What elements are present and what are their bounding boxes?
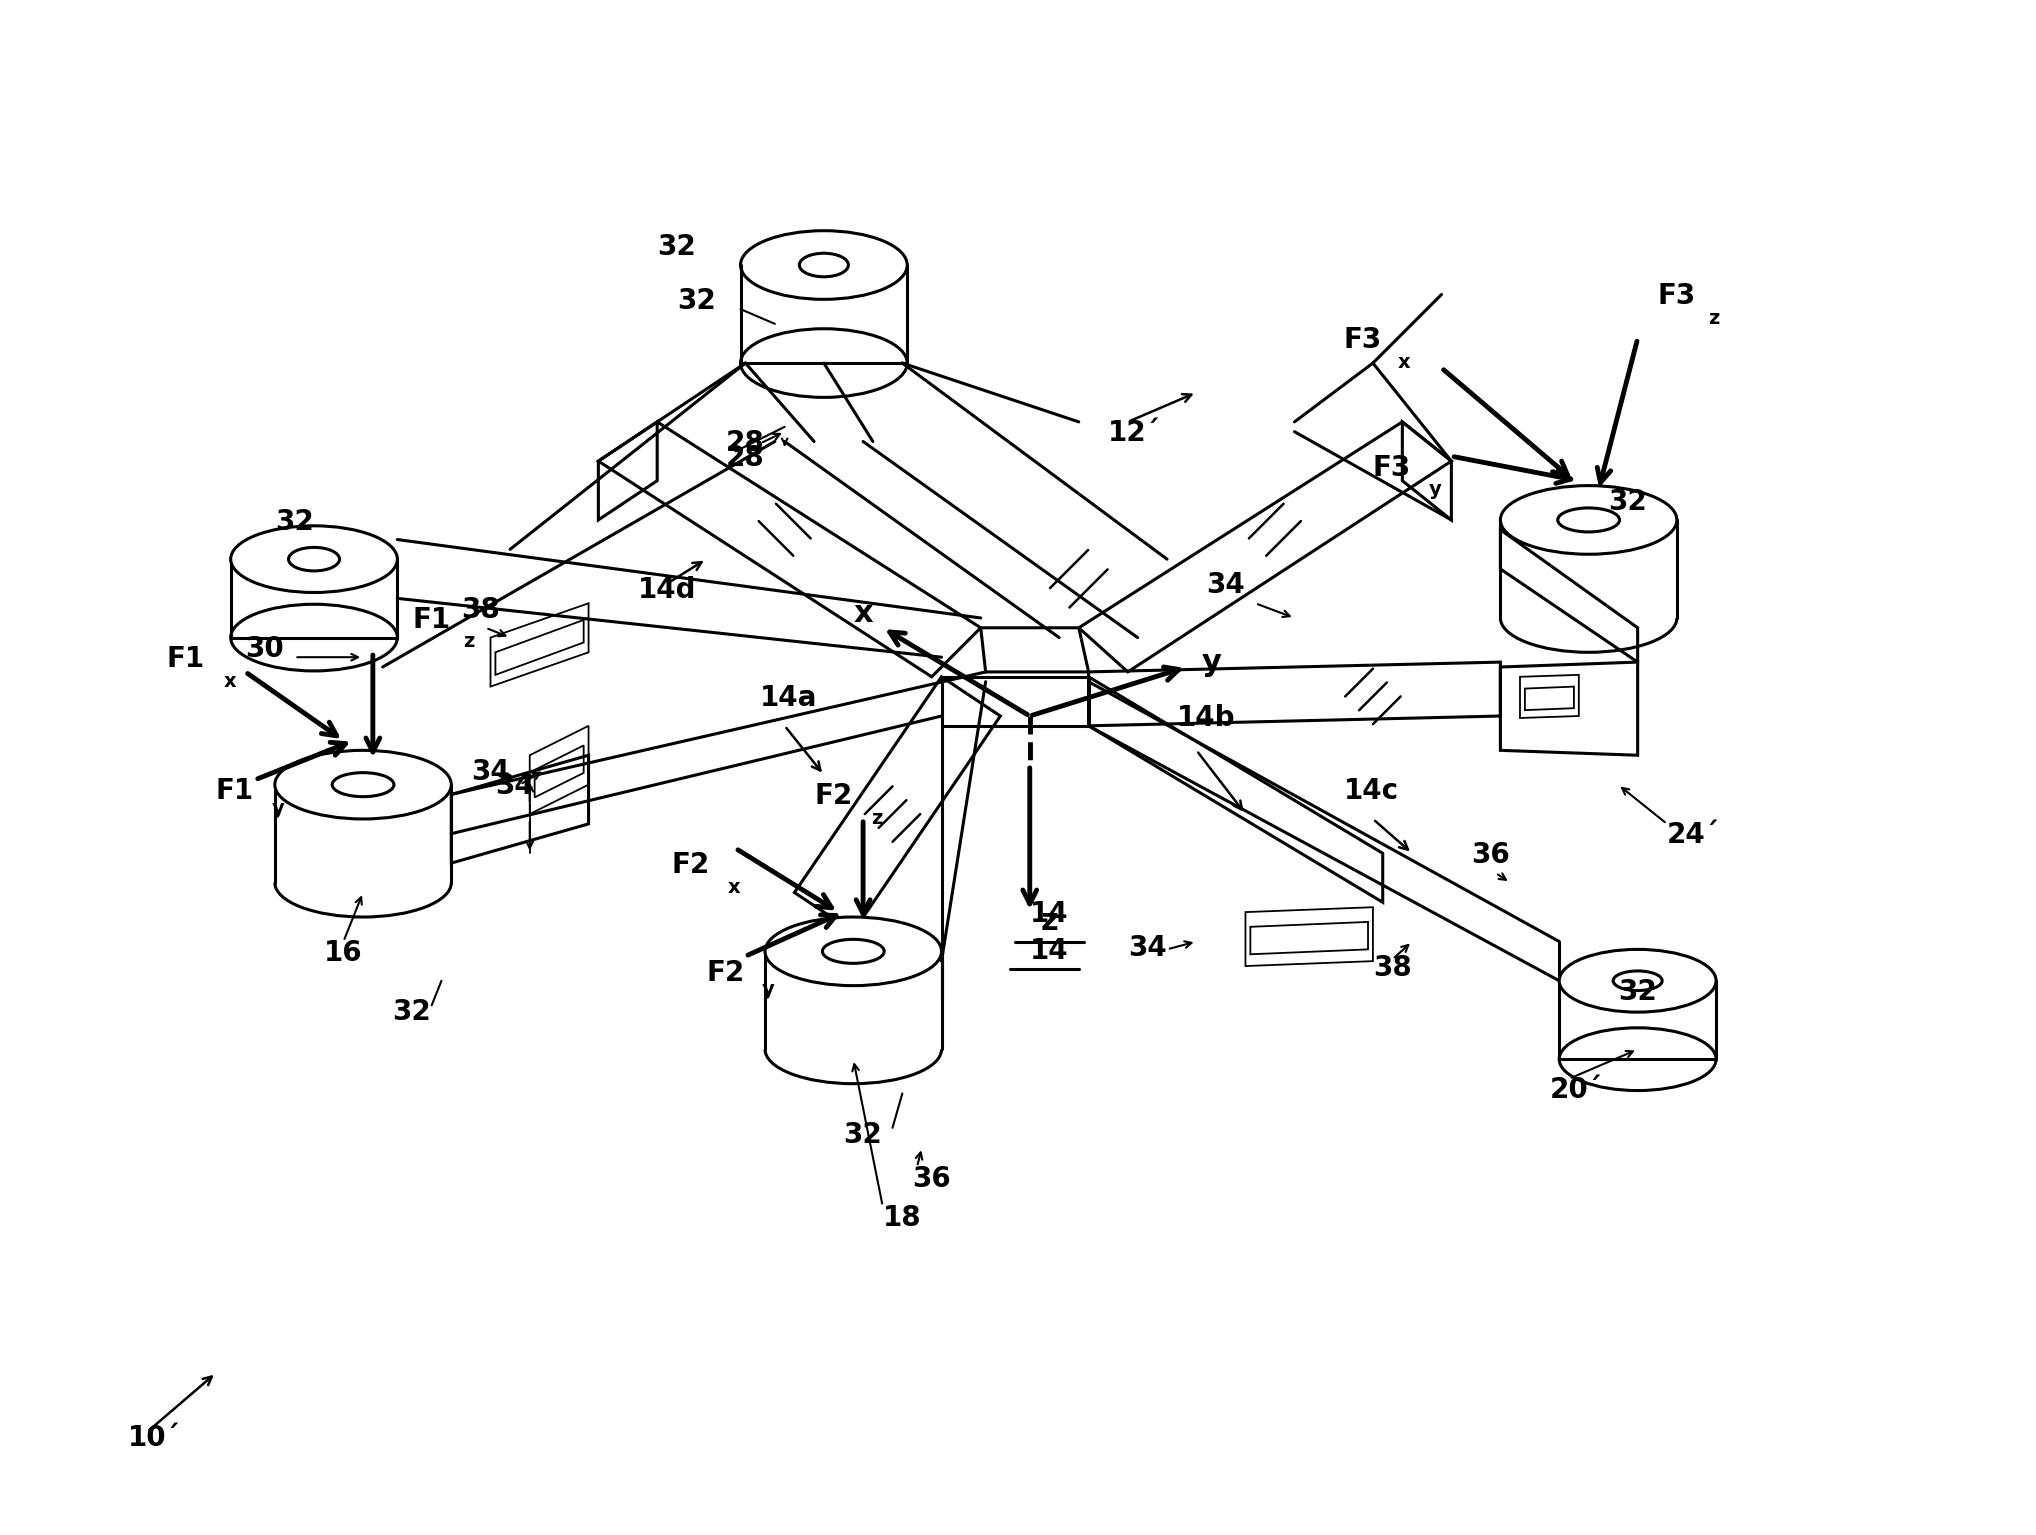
Text: 32: 32 [1608, 488, 1647, 516]
Text: 14: 14 [1030, 900, 1069, 929]
Text: 32: 32 [658, 233, 696, 261]
Text: 14b: 14b [1177, 705, 1236, 732]
Ellipse shape [1501, 485, 1678, 554]
Text: 34: 34 [1205, 571, 1244, 600]
Text: 38: 38 [460, 596, 501, 625]
Text: 20´: 20´ [1549, 1076, 1602, 1104]
Text: x: x [727, 878, 741, 896]
Text: y: y [761, 981, 776, 999]
Text: 12´: 12´ [1108, 419, 1161, 448]
Text: z: z [1708, 309, 1720, 328]
Text: 32: 32 [275, 508, 314, 536]
Text: 30: 30 [246, 635, 285, 663]
Text: F2: F2 [672, 850, 711, 880]
Text: 32: 32 [393, 998, 432, 1025]
Text: 38: 38 [1372, 953, 1411, 982]
Text: F2: F2 [814, 783, 853, 810]
Text: 34: 34 [495, 772, 533, 800]
Text: 14c: 14c [1344, 777, 1399, 806]
Text: F1: F1 [167, 645, 206, 672]
Text: F2: F2 [706, 959, 745, 987]
Text: F1: F1 [411, 606, 450, 634]
Text: 34: 34 [472, 758, 511, 786]
Text: 36: 36 [1470, 841, 1511, 869]
Text: F3: F3 [1657, 282, 1696, 310]
Text: F3: F3 [1372, 454, 1411, 482]
Text: x: x [1397, 353, 1411, 371]
Text: 28: 28 [725, 430, 766, 457]
Text: 28: 28 [725, 444, 766, 471]
Text: 14a: 14a [759, 685, 818, 712]
Text: F3: F3 [1344, 327, 1382, 355]
Text: F1: F1 [216, 777, 254, 806]
Text: y: y [273, 800, 285, 818]
Ellipse shape [230, 527, 397, 593]
Text: z: z [1040, 907, 1059, 936]
Text: 32: 32 [676, 287, 715, 315]
Text: 34: 34 [1128, 935, 1167, 962]
Text: 16: 16 [324, 939, 362, 967]
Text: y: y [1201, 648, 1222, 677]
Text: z: z [462, 632, 474, 651]
Text: 36: 36 [912, 1165, 951, 1193]
Ellipse shape [1560, 949, 1716, 1012]
Ellipse shape [766, 916, 941, 985]
Text: 32: 32 [843, 1121, 882, 1148]
Text: 14: 14 [1030, 938, 1069, 966]
Text: z: z [871, 809, 882, 827]
Text: y: y [1429, 480, 1441, 499]
Text: 10´: 10´ [128, 1424, 181, 1452]
Text: 18: 18 [884, 1203, 922, 1233]
Ellipse shape [275, 751, 452, 820]
Text: 32: 32 [1619, 978, 1657, 1007]
Text: 24´: 24´ [1667, 821, 1720, 849]
Text: x: x [853, 599, 873, 628]
Text: x: x [224, 672, 236, 691]
Text: 14d: 14d [637, 576, 696, 605]
